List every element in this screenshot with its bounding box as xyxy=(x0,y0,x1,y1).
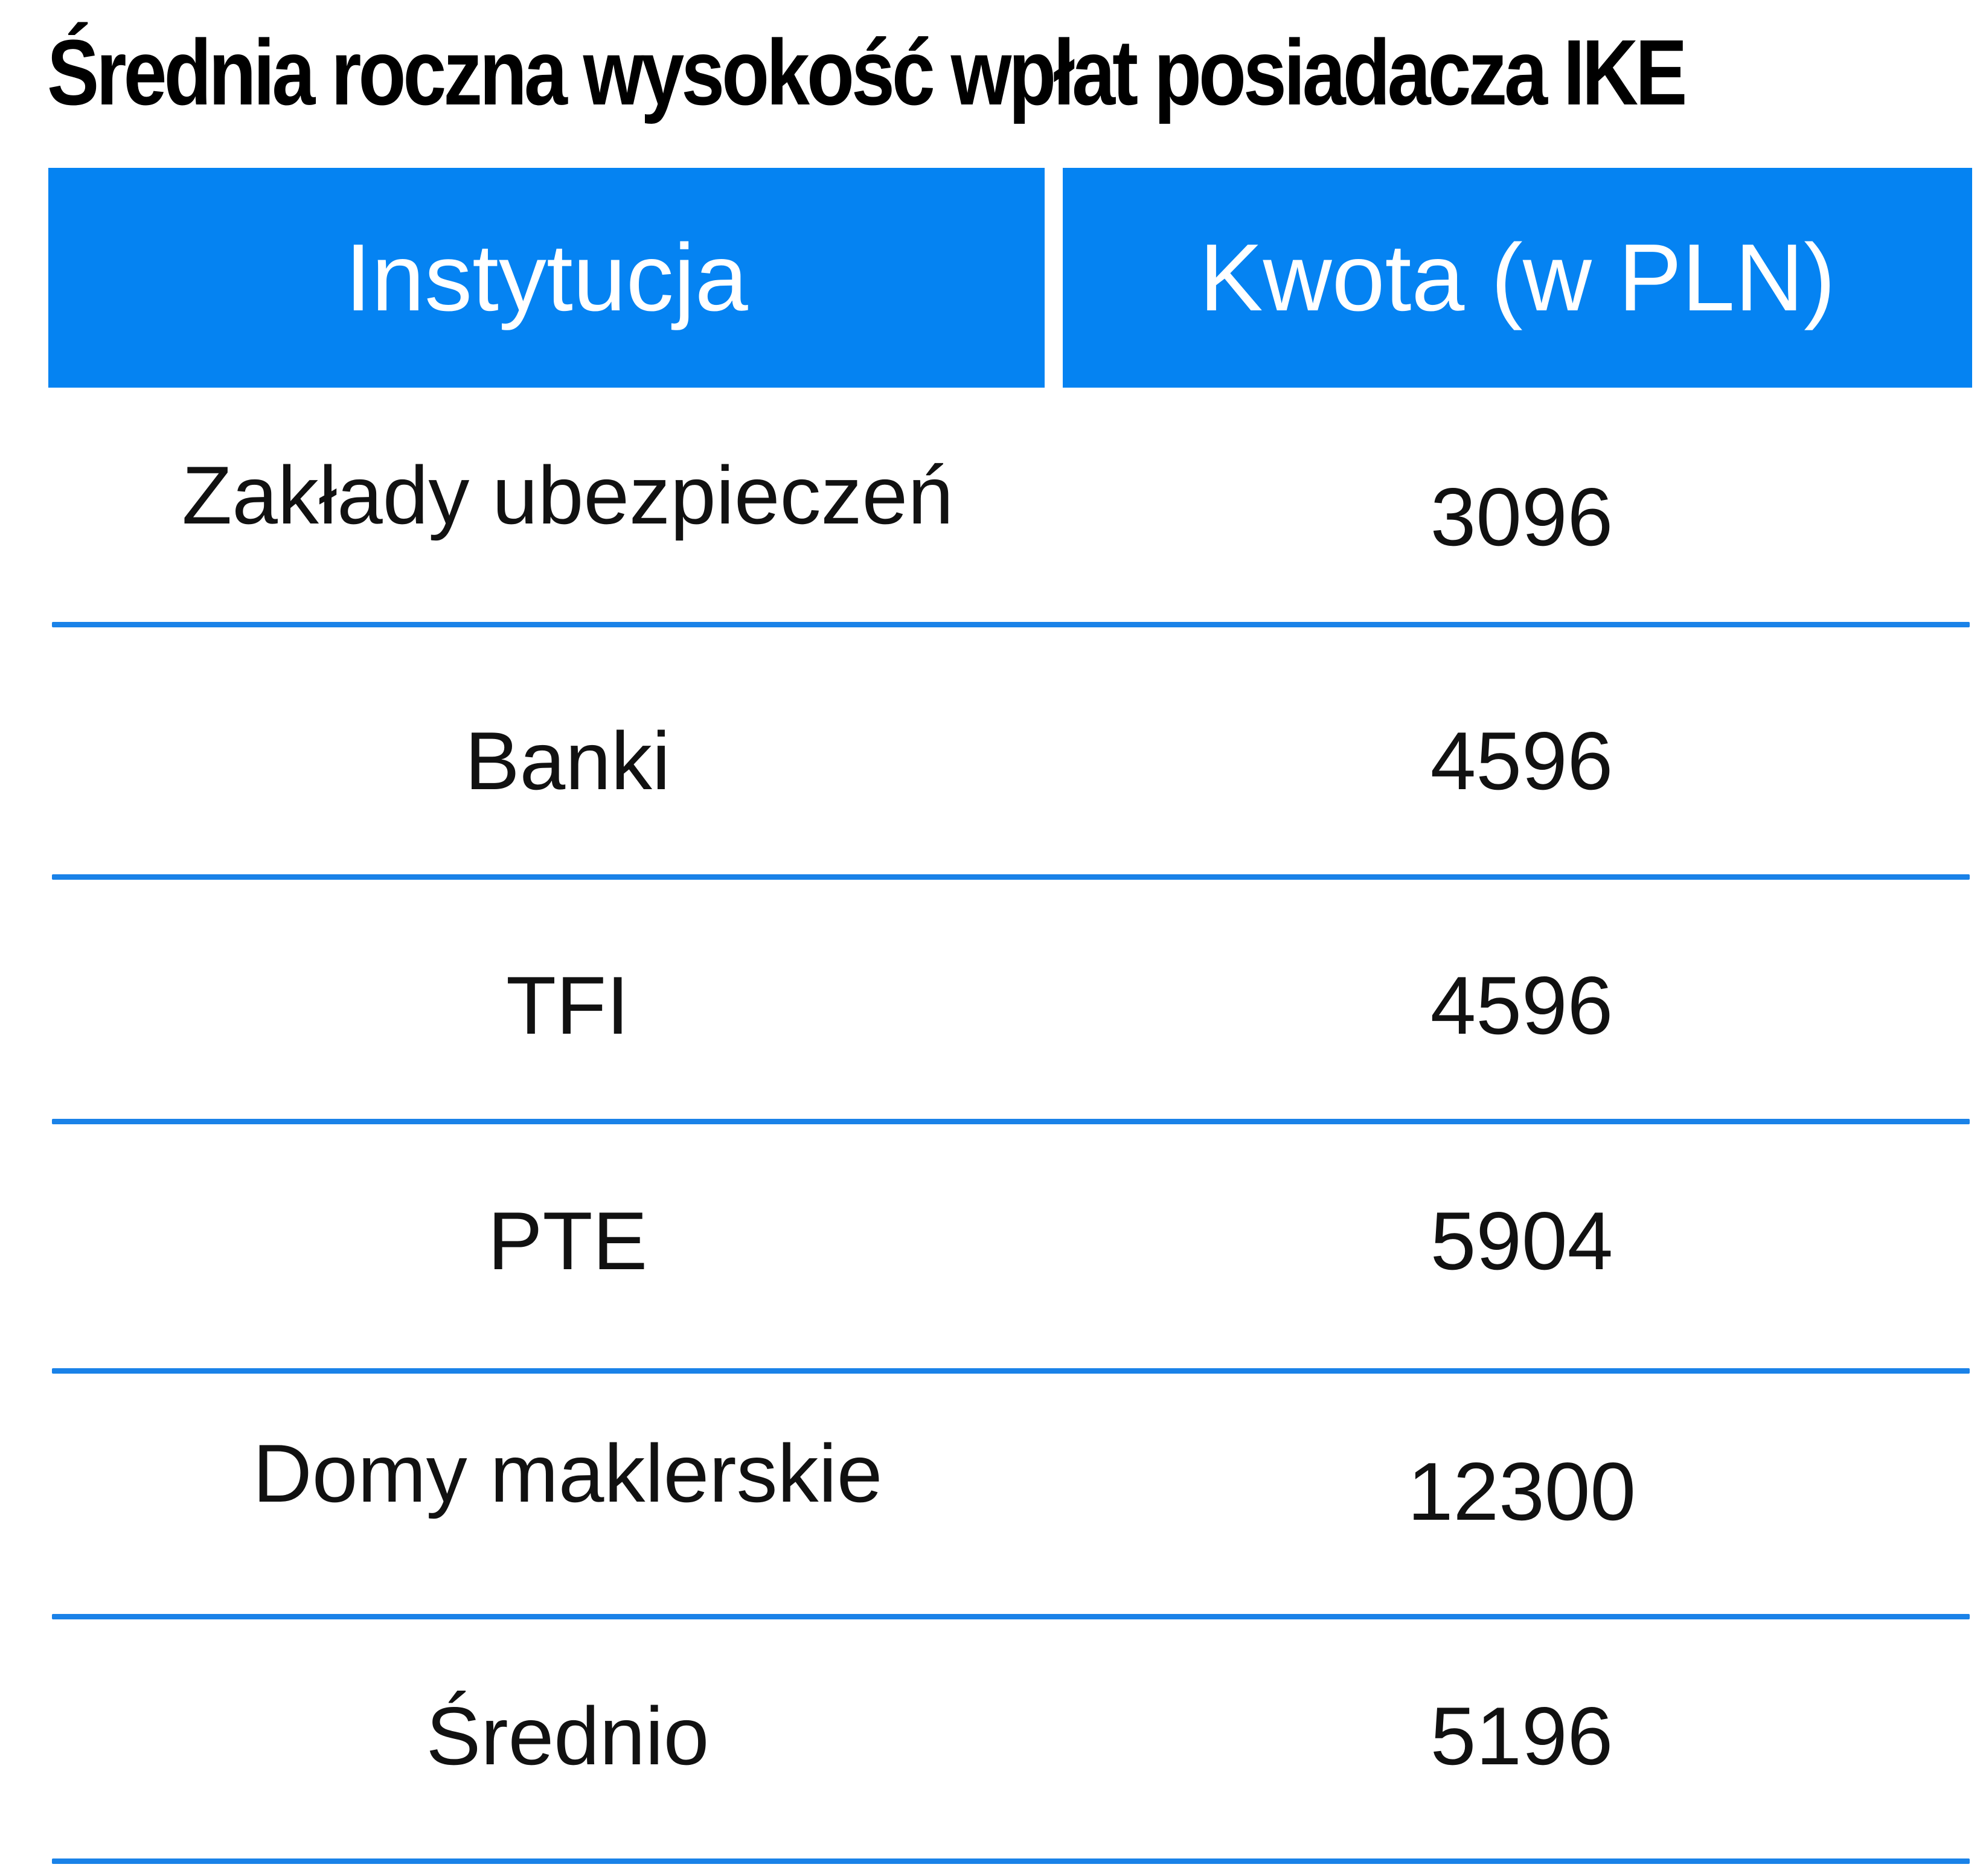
row-divider xyxy=(52,622,1970,627)
table-row-amount: 5196 xyxy=(1430,1690,1613,1782)
column-header-amount: Kwota (w PLN) xyxy=(1063,168,1972,388)
table-row-institution: Domy maklerskie xyxy=(252,1427,883,1519)
table-row-amount: 5904 xyxy=(1430,1195,1613,1287)
table-row-institution: TFI xyxy=(506,959,629,1051)
table-row-amount: 12300 xyxy=(1407,1445,1636,1537)
row-divider xyxy=(52,1368,1970,1374)
table-row-institution: Banki xyxy=(464,715,671,807)
page-title: Średnia roczna wysokość wpłat posiadacza… xyxy=(47,21,1687,124)
table-row-institution: Zakłady ubezpieczeń xyxy=(182,449,953,541)
row-divider xyxy=(52,1614,1970,1619)
table-row-institution: Średnio xyxy=(426,1690,710,1782)
row-divider xyxy=(52,1119,1970,1124)
column-header-institution: Instytucja xyxy=(48,168,1045,388)
row-divider xyxy=(52,874,1970,880)
table-row-amount: 4596 xyxy=(1430,959,1613,1051)
table-row-amount: 3096 xyxy=(1430,471,1613,563)
table-row-institution: PTE xyxy=(487,1195,648,1287)
row-divider xyxy=(52,1858,1970,1864)
table-row-amount: 4596 xyxy=(1430,715,1613,807)
